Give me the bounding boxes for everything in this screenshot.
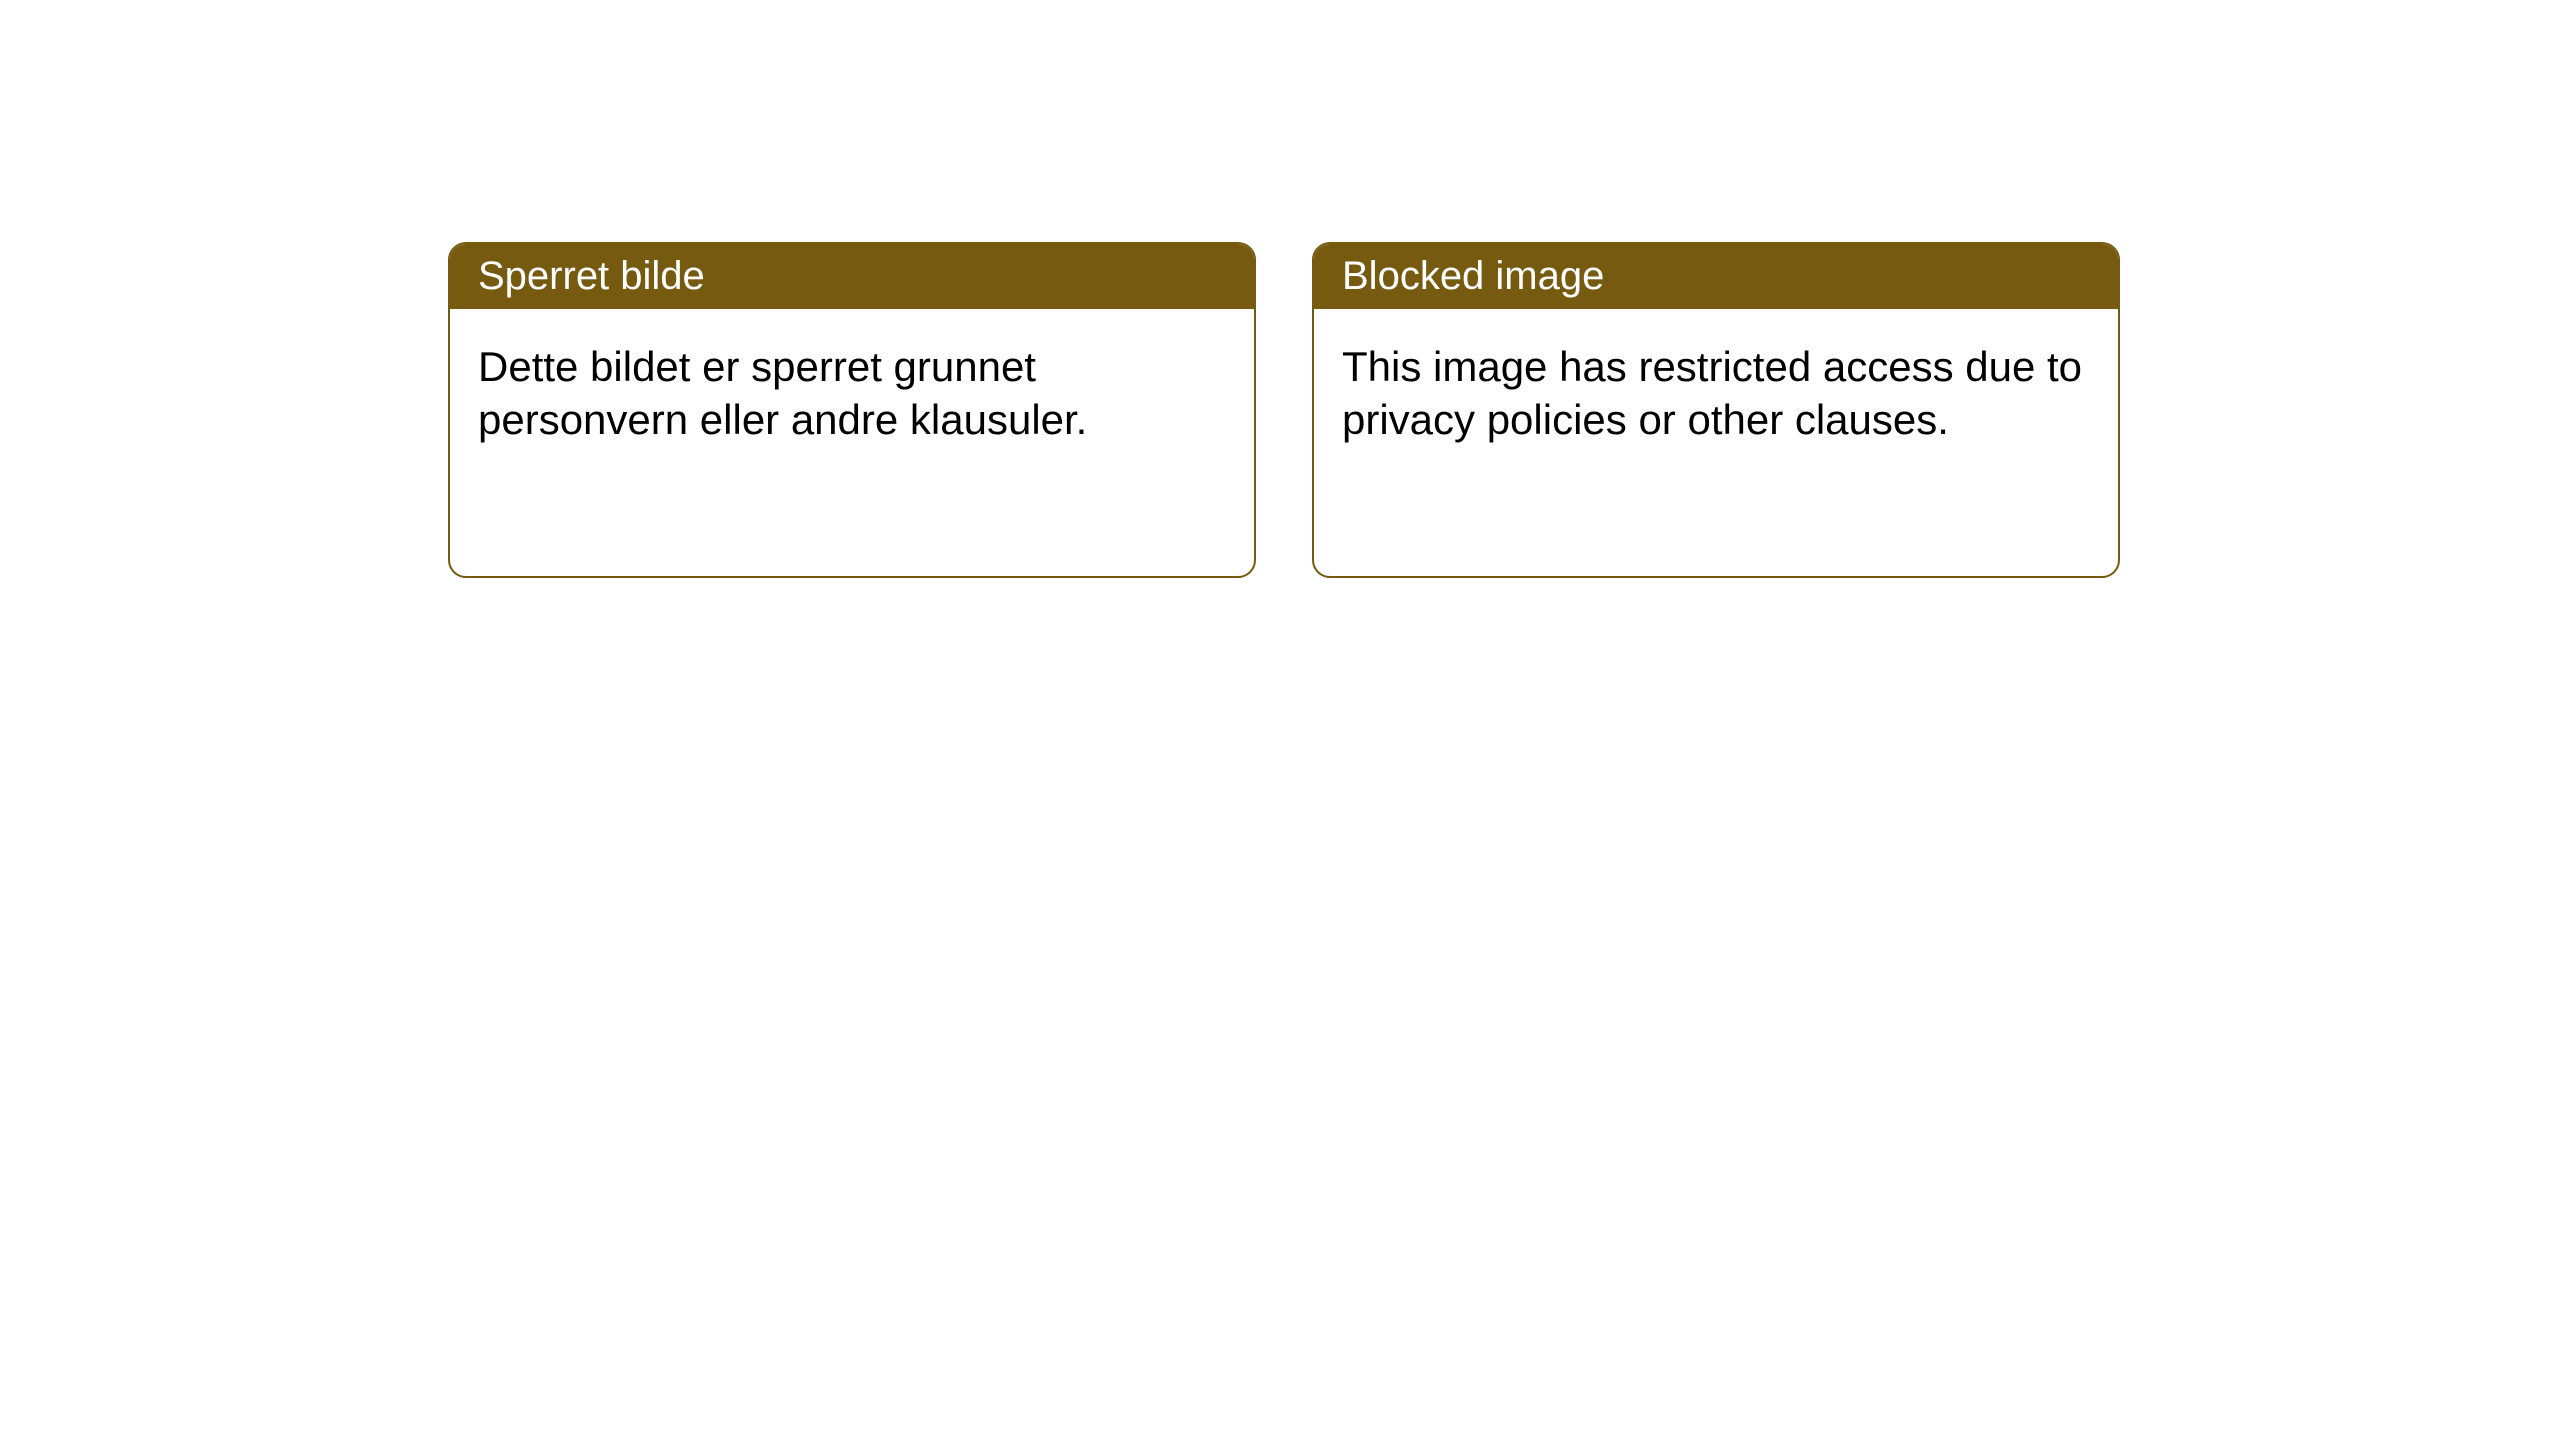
blocked-image-card-english: Blocked image This image has restricted … [1312,242,2120,578]
card-title: Sperret bilde [478,254,705,298]
card-body-norwegian: Dette bildet er sperret grunnet personve… [450,309,1254,478]
card-title: Blocked image [1342,254,1604,298]
notice-container: Sperret bilde Dette bildet er sperret gr… [0,0,2560,578]
card-body-english: This image has restricted access due to … [1314,309,2118,478]
card-header-english: Blocked image [1314,244,2118,309]
card-header-norwegian: Sperret bilde [450,244,1254,309]
card-message: This image has restricted access due to … [1342,343,2082,443]
blocked-image-card-norwegian: Sperret bilde Dette bildet er sperret gr… [448,242,1256,578]
card-message: Dette bildet er sperret grunnet personve… [478,343,1087,443]
